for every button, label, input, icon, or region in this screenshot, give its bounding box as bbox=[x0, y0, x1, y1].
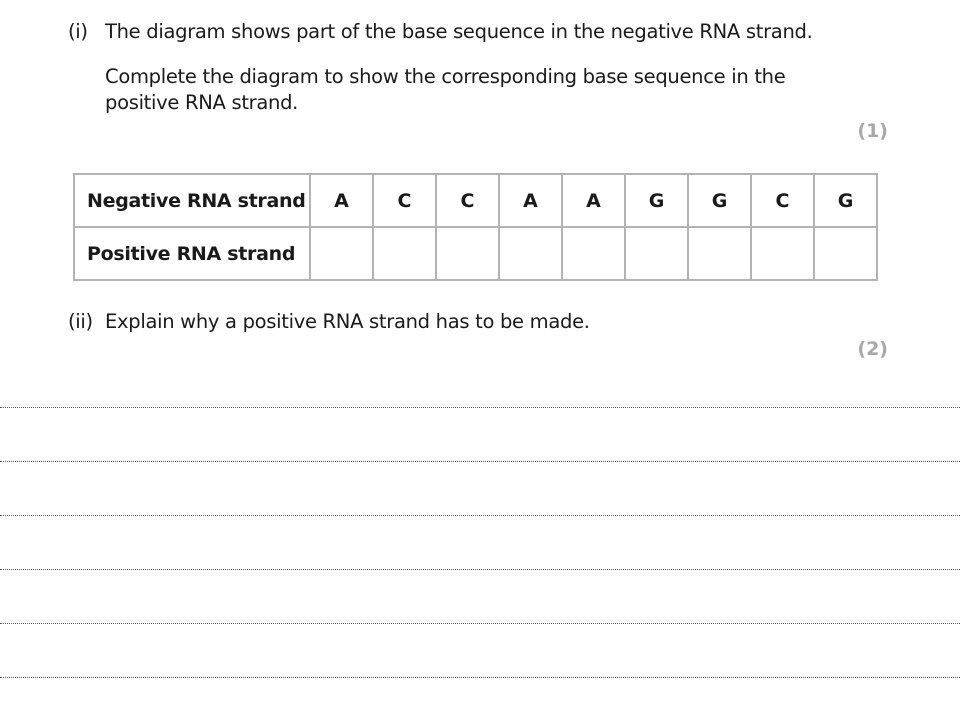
base-cell: C bbox=[372, 173, 437, 228]
part-i-question: The diagram shows part of the base seque… bbox=[105, 20, 813, 43]
answer-cell[interactable] bbox=[624, 226, 689, 281]
answer-cell[interactable] bbox=[309, 226, 374, 281]
part-i-instruction-1: Complete the diagram to show the corresp… bbox=[105, 65, 786, 88]
base-cell: C bbox=[750, 173, 815, 228]
answer-line[interactable] bbox=[0, 461, 960, 462]
answer-line[interactable] bbox=[0, 515, 960, 516]
part-i-label: (i) bbox=[68, 20, 88, 43]
answer-cell[interactable] bbox=[813, 226, 878, 281]
answer-cell[interactable] bbox=[498, 226, 563, 281]
answer-cell[interactable] bbox=[561, 226, 626, 281]
table-row-negative: Negative RNA strand A C C A A G G C G bbox=[73, 173, 878, 228]
answer-cell[interactable] bbox=[372, 226, 437, 281]
answer-line[interactable] bbox=[0, 677, 960, 678]
base-cell: G bbox=[624, 173, 689, 228]
row-label: Positive RNA strand bbox=[73, 226, 311, 281]
answer-line[interactable] bbox=[0, 407, 960, 408]
part-ii-question: Explain why a positive RNA strand has to… bbox=[105, 310, 590, 333]
rna-strand-table: Negative RNA strand A C C A A G G C G Po… bbox=[73, 173, 878, 281]
part-ii-marks: (2) bbox=[857, 338, 888, 360]
base-cell: A bbox=[561, 173, 626, 228]
part-i-marks: (1) bbox=[857, 120, 888, 142]
base-cell: A bbox=[309, 173, 374, 228]
row-label: Negative RNA strand bbox=[73, 173, 311, 228]
base-cell: C bbox=[435, 173, 500, 228]
base-cell: G bbox=[813, 173, 878, 228]
answer-cell[interactable] bbox=[750, 226, 815, 281]
base-cell: A bbox=[498, 173, 563, 228]
part-i-instruction-2: positive RNA strand. bbox=[105, 91, 299, 114]
answer-cell[interactable] bbox=[435, 226, 500, 281]
part-ii-label: (ii) bbox=[68, 310, 93, 333]
table-row-positive: Positive RNA strand bbox=[73, 226, 878, 281]
answer-cell[interactable] bbox=[687, 226, 752, 281]
answer-line[interactable] bbox=[0, 569, 960, 570]
answer-line[interactable] bbox=[0, 623, 960, 624]
base-cell: G bbox=[687, 173, 752, 228]
